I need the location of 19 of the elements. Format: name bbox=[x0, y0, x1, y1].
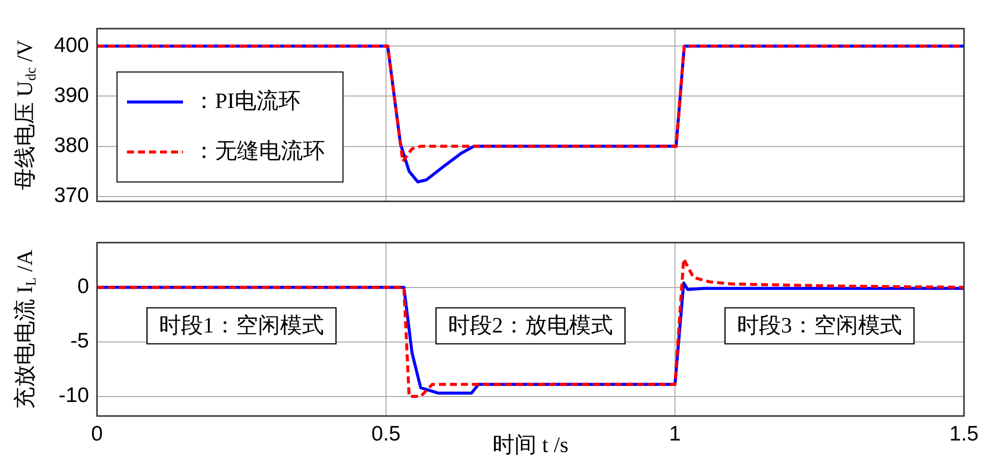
annotation: 时段3：空闲模式 bbox=[737, 312, 902, 338]
x-tick-label: 1 bbox=[669, 422, 681, 446]
y-tick-label: 0 bbox=[77, 275, 89, 298]
y-axis-title: 充放电电流 IL /A bbox=[12, 250, 40, 409]
y-axis-title: 母线电压 Udc /V bbox=[12, 40, 40, 190]
y-tick-label: 390 bbox=[54, 84, 89, 108]
x-tick-label: 0.5 bbox=[371, 422, 401, 446]
y-tick-label: -5 bbox=[70, 330, 89, 353]
y-tick-label: 380 bbox=[54, 134, 89, 158]
legend-label: ：无缝电流环 bbox=[193, 138, 325, 163]
annotation: 时段2：放电模式 bbox=[448, 312, 613, 338]
x-tick-label: 1.5 bbox=[949, 422, 979, 446]
legend-label: ：PI电流环 bbox=[193, 88, 301, 113]
x-axis-title: 时间 t /s bbox=[492, 432, 568, 457]
y-tick-label: -10 bbox=[58, 384, 89, 408]
y-tick-label: 400 bbox=[54, 34, 89, 57]
y-tick-label: 370 bbox=[54, 184, 89, 208]
annotation: 时段1：空闲模式 bbox=[159, 312, 324, 338]
line-series bbox=[97, 257, 964, 398]
